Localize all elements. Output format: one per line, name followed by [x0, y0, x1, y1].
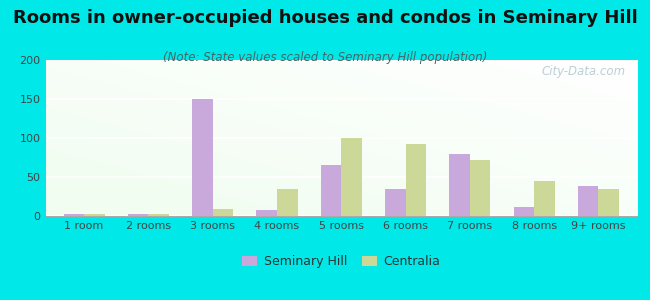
Bar	[578, 186, 599, 216]
Bar	[341, 138, 362, 216]
Bar	[213, 209, 233, 216]
Bar	[534, 181, 554, 216]
Text: Rooms in owner-occupied houses and condos in Seminary Hill: Rooms in owner-occupied houses and condo…	[12, 9, 638, 27]
Text: (Note: State values scaled to Seminary Hill population): (Note: State values scaled to Seminary H…	[162, 51, 488, 64]
Bar	[514, 207, 534, 216]
Bar	[599, 189, 619, 216]
Bar	[128, 214, 148, 216]
Bar	[470, 160, 490, 216]
Bar	[449, 154, 470, 216]
Bar	[406, 144, 426, 216]
Bar	[256, 210, 277, 216]
Bar	[192, 99, 213, 216]
Text: City-Data.com: City-Data.com	[541, 65, 625, 78]
Bar	[320, 165, 341, 216]
Bar	[148, 214, 169, 216]
Bar	[385, 189, 406, 216]
Bar	[84, 214, 105, 216]
Bar	[277, 189, 298, 216]
Legend: Seminary Hill, Centralia: Seminary Hill, Centralia	[237, 250, 445, 273]
Bar	[64, 214, 84, 216]
